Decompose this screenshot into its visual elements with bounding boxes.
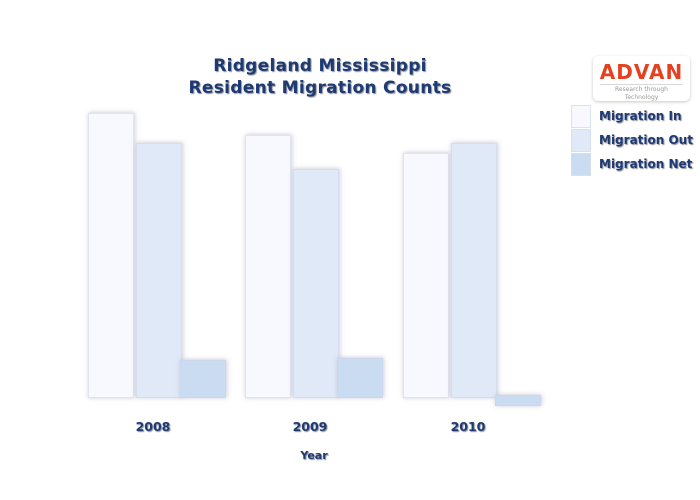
chart-title-line2: Resident Migration Counts (188, 78, 452, 98)
legend-label-migration-in: Migration In (599, 109, 682, 123)
bar-migration-out-2009 (293, 169, 339, 398)
legend-label-migration-out: Migration Out (599, 133, 693, 147)
legend-item-migration-net: Migration Net (571, 152, 693, 176)
bar-migration-net-2009 (337, 358, 383, 398)
chart-title-line1: Ridgeland Mississippi (213, 56, 427, 76)
advan-logo-text: ADVAN (599, 60, 684, 84)
x-tick-2009: 2009 (292, 419, 328, 434)
x-axis-title: Year (300, 449, 328, 462)
bar-migration-out-2010 (451, 143, 497, 398)
legend-item-migration-out: Migration Out (571, 128, 693, 152)
advan-logo: ADVAN Research through Technology (593, 56, 690, 101)
legend-swatch-migration-in (571, 104, 591, 128)
legend-swatch-migration-out (571, 128, 591, 152)
legend-swatch-migration-net (571, 152, 591, 176)
chart-title: Ridgeland Mississippi Resident Migration… (60, 55, 580, 99)
x-tick-2010: 2010 (450, 419, 486, 434)
bar-migration-in-2010 (403, 153, 449, 398)
bar-migration-net-2008 (180, 360, 226, 398)
bar-migration-net-2010 (495, 395, 541, 406)
bar-migration-in-2009 (245, 135, 291, 398)
legend: Migration In Migration Out Migration Net (571, 104, 693, 176)
bar-migration-in-2008 (88, 113, 134, 398)
x-tick-2008: 2008 (135, 419, 171, 434)
bar-migration-out-2008 (136, 143, 182, 398)
legend-label-migration-net: Migration Net (599, 157, 693, 171)
legend-item-migration-in: Migration In (571, 104, 693, 128)
advan-logo-tagline: Research through Technology (600, 84, 683, 102)
